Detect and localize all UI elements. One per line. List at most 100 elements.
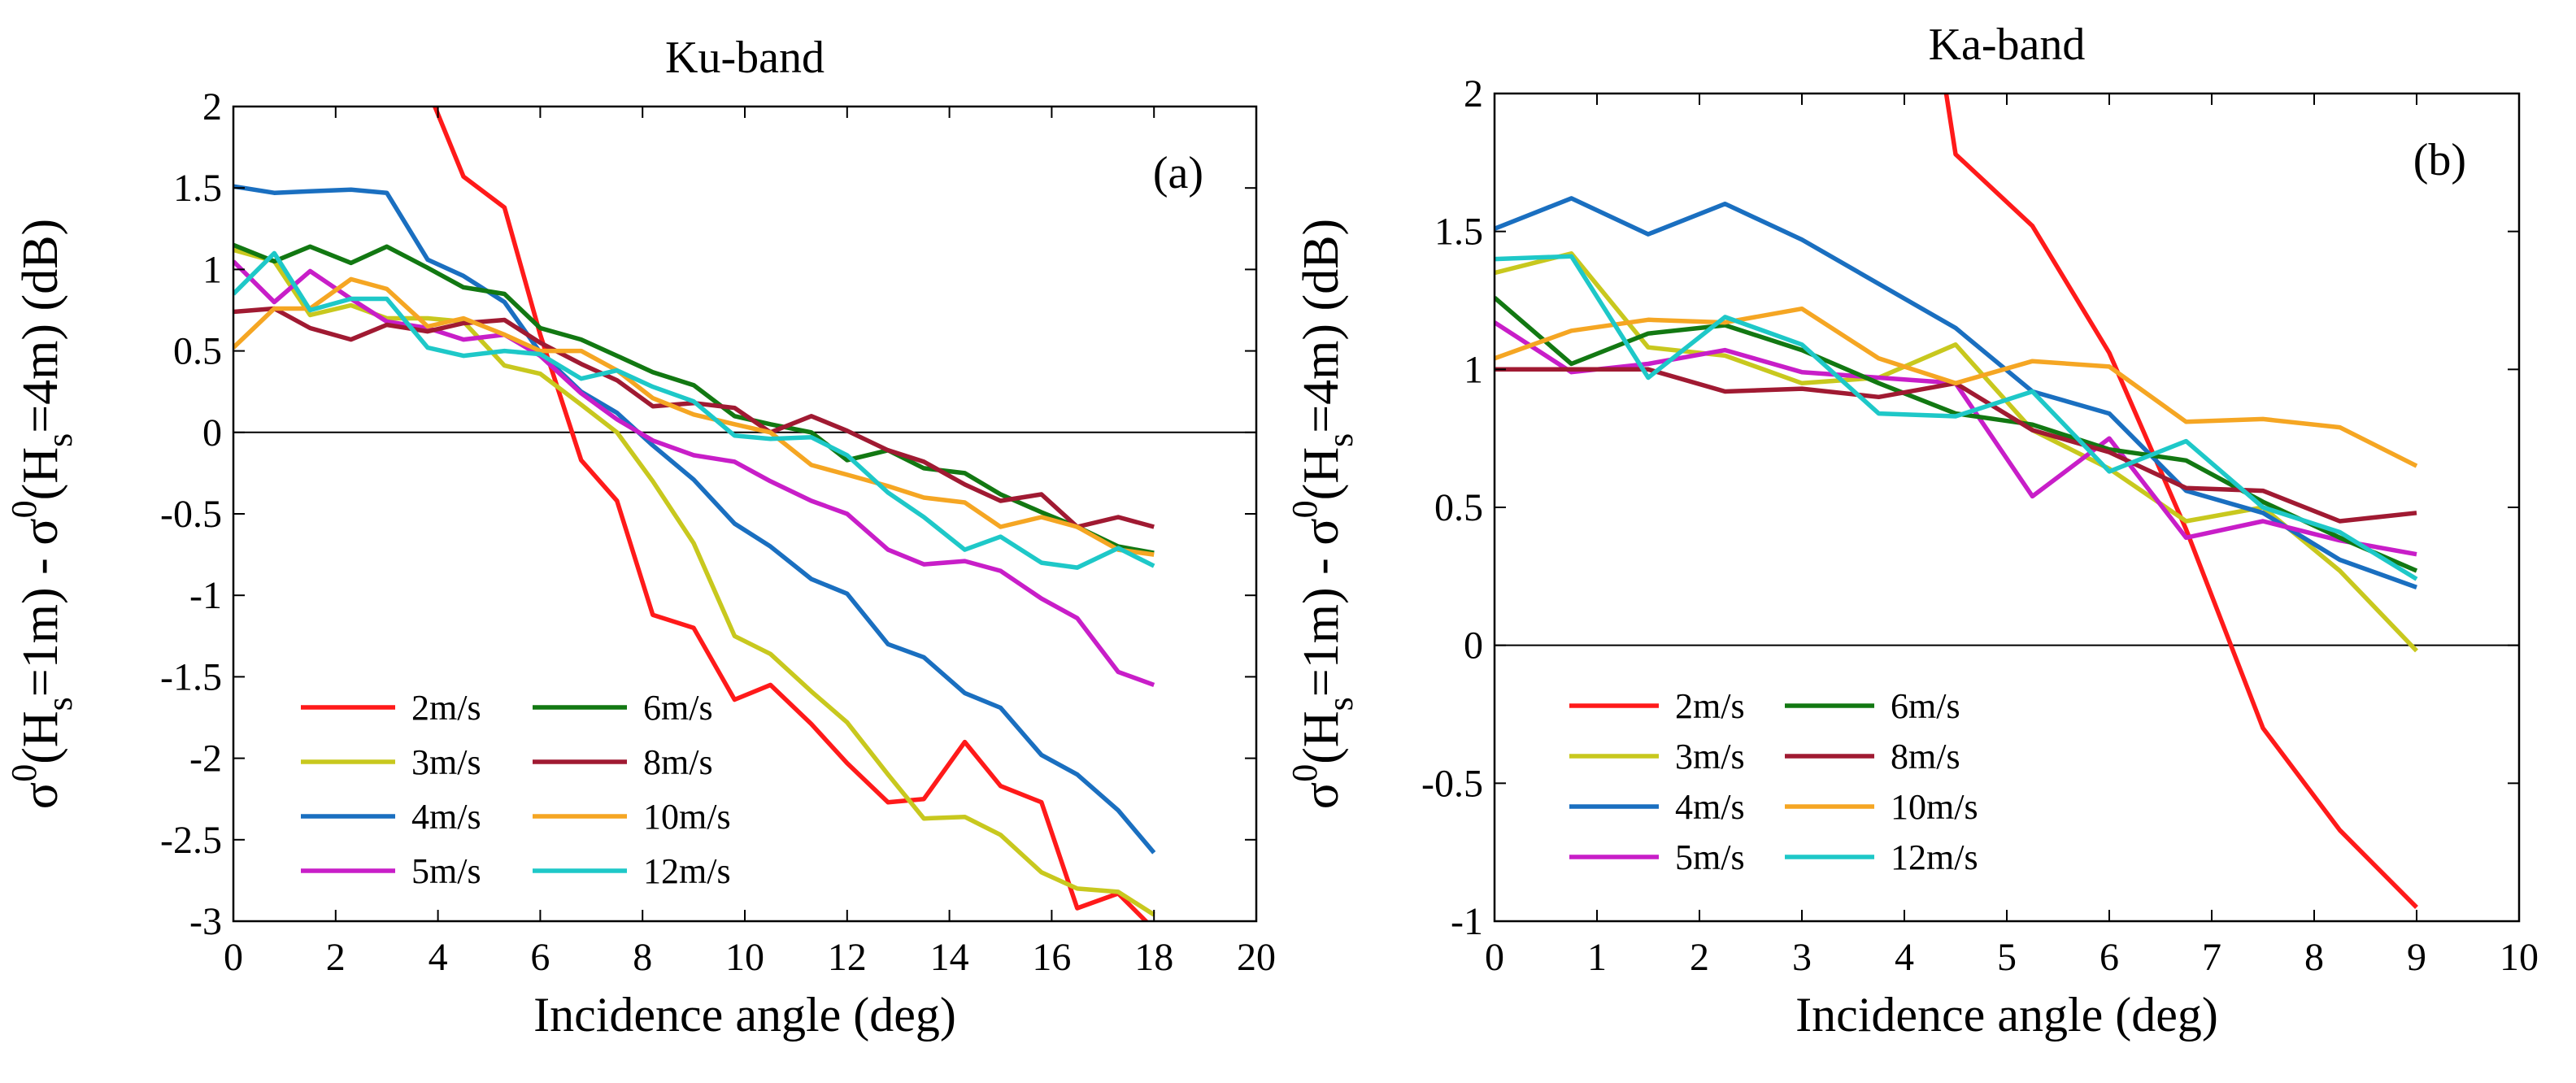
series-line-10m-per-s bbox=[1495, 306, 2418, 468]
series-line-2m-per-s bbox=[1943, 94, 2418, 909]
x-axis-label: Incidence angle (deg) bbox=[533, 988, 956, 1042]
x-tick-label: 0 bbox=[224, 936, 243, 979]
legend-label: 2m/s bbox=[1675, 686, 1745, 726]
legend-label: 5m/s bbox=[1675, 837, 1745, 877]
x-tick-label: 14 bbox=[930, 936, 969, 979]
y-axis-label: σ0(Hs=1m) - σ0(Hs=4m) (dB) bbox=[4, 219, 80, 809]
legend-label: 6m/s bbox=[1891, 686, 1960, 726]
series-line-5m-per-s bbox=[233, 259, 1155, 687]
y-axis-label-part: 0 bbox=[1285, 500, 1325, 518]
series-line-2m-per-s bbox=[432, 107, 1150, 921]
y-axis-label-part: (H bbox=[13, 711, 68, 763]
x-tick-label: 8 bbox=[633, 936, 652, 979]
x-tick-label: 18 bbox=[1134, 936, 1173, 979]
y-axis-label-part: =4m) (dB) bbox=[1294, 219, 1349, 433]
series-line-4m-per-s bbox=[1495, 196, 2417, 589]
y-tick-label: 2 bbox=[1464, 72, 1483, 115]
x-tick-label: 0 bbox=[1485, 936, 1504, 979]
x-tick-label: 2 bbox=[326, 936, 346, 979]
y-tick-label: 1 bbox=[202, 248, 222, 291]
y-tick-label: -1 bbox=[189, 574, 222, 617]
y-axis-label-part: 0 bbox=[1285, 764, 1325, 782]
x-tick-label: 3 bbox=[1792, 936, 1812, 979]
legend-label: 6m/s bbox=[643, 688, 713, 728]
x-axis-label: Incidence angle (deg) bbox=[1795, 988, 2218, 1042]
y-tick-label: 0.5 bbox=[1434, 486, 1483, 529]
legend-label: 4m/s bbox=[1675, 787, 1745, 827]
legend-label: 10m/s bbox=[643, 797, 731, 837]
series-line-8m-per-s bbox=[233, 306, 1155, 529]
y-tick-label: -1 bbox=[1451, 900, 1483, 943]
series-line-8m-per-s bbox=[1495, 367, 2417, 524]
legend-label: 8m/s bbox=[1891, 737, 1960, 776]
x-tick-label: 1 bbox=[1587, 936, 1607, 979]
y-tick-label: 0 bbox=[1464, 624, 1483, 668]
legend-label: 8m/s bbox=[643, 742, 713, 782]
legend-label: 5m/s bbox=[411, 851, 481, 891]
legend-label: 3m/s bbox=[1675, 737, 1745, 776]
x-tick-label: 5 bbox=[1997, 936, 2017, 979]
y-tick-label: 1 bbox=[1464, 348, 1483, 391]
series-line-6m-per-s bbox=[233, 242, 1155, 555]
y-tick-label: 2 bbox=[202, 85, 222, 128]
x-tick-label: 4 bbox=[1895, 936, 1914, 979]
legend-label: 12m/s bbox=[643, 851, 731, 891]
y-axis-label-part: (H bbox=[1294, 447, 1349, 500]
y-axis-label-part: (H bbox=[1294, 711, 1349, 763]
chart-title: Ka-band bbox=[1929, 20, 2086, 70]
series-line-3m-per-s bbox=[1495, 251, 2418, 653]
y-axis-label-part: s bbox=[1321, 433, 1360, 447]
y-tick-label: 1.5 bbox=[1434, 211, 1483, 254]
x-tick-label: 12 bbox=[828, 936, 867, 979]
chart-title: Ku-band bbox=[665, 33, 825, 83]
x-tick-label: 6 bbox=[2100, 936, 2119, 979]
y-tick-label: 0 bbox=[202, 411, 222, 455]
series-line-12m-per-s bbox=[233, 250, 1155, 570]
series-line-6m-per-s bbox=[1495, 296, 2418, 573]
y-axis-label: σ0(Hs=1m) - σ0(Hs=4m) (dB) bbox=[1285, 219, 1360, 809]
x-tick-label: 4 bbox=[429, 936, 448, 979]
y-axis-label-part: σ bbox=[13, 782, 68, 809]
x-tick-label: 7 bbox=[2202, 936, 2221, 979]
y-tick-label: -2.5 bbox=[160, 819, 222, 862]
y-axis-label-part: 0 bbox=[4, 764, 44, 782]
y-axis-label-part: σ bbox=[1294, 782, 1349, 809]
y-tick-label: -2 bbox=[189, 737, 222, 781]
y-tick-label: -0.5 bbox=[160, 493, 222, 536]
y-axis-label-part: s bbox=[40, 433, 80, 447]
legend-label: 2m/s bbox=[411, 688, 481, 728]
y-axis-label-part: s bbox=[1321, 697, 1360, 711]
legend: 2m/s 3m/s 4m/s 5m/s 6m/s 8m/s 10m/s 12m/s bbox=[301, 688, 731, 891]
x-tick-label: 6 bbox=[530, 936, 550, 979]
legend: 2m/s 3m/s 4m/s 5m/s 6m/s 8m/s 10m/s 12m/s bbox=[1569, 686, 1978, 877]
legend-label: 10m/s bbox=[1891, 787, 1978, 827]
plot-frame bbox=[1493, 92, 2521, 923]
legend-label: 12m/s bbox=[1891, 837, 1978, 877]
y-axis-label-part: =4m) (dB) bbox=[13, 219, 68, 433]
y-tick-label: -1.5 bbox=[160, 655, 222, 698]
x-tick-label: 10 bbox=[725, 936, 764, 979]
x-tick-label: 10 bbox=[2500, 936, 2539, 979]
y-tick-label: 0.5 bbox=[173, 330, 222, 373]
y-axis-label-part: =1m) - σ bbox=[1294, 518, 1349, 697]
y-axis-label-part: 0 bbox=[4, 500, 44, 518]
x-tick-label: 2 bbox=[1690, 936, 1709, 979]
x-tick-label: 16 bbox=[1032, 936, 1071, 979]
y-axis-label-part: =1m) - σ bbox=[13, 518, 68, 697]
x-tick-label: 20 bbox=[1237, 936, 1276, 979]
series-line-4m-per-s bbox=[233, 184, 1156, 855]
series-line-10m-per-s bbox=[233, 276, 1155, 557]
series-line-12m-per-s bbox=[1495, 254, 2418, 581]
panel-label: (b) bbox=[2413, 135, 2466, 185]
x-tick-label: 8 bbox=[2304, 936, 2324, 979]
legend-label: 3m/s bbox=[411, 742, 481, 782]
y-tick-label: -3 bbox=[189, 900, 222, 943]
x-tick-label: 9 bbox=[2407, 936, 2426, 979]
y-tick-label: 1.5 bbox=[173, 167, 222, 210]
panel-label: (a) bbox=[1153, 148, 1203, 198]
y-axis-label-part: s bbox=[40, 697, 80, 711]
y-axis-label-part: (H bbox=[13, 447, 68, 500]
series-line-3m-per-s bbox=[233, 247, 1155, 917]
